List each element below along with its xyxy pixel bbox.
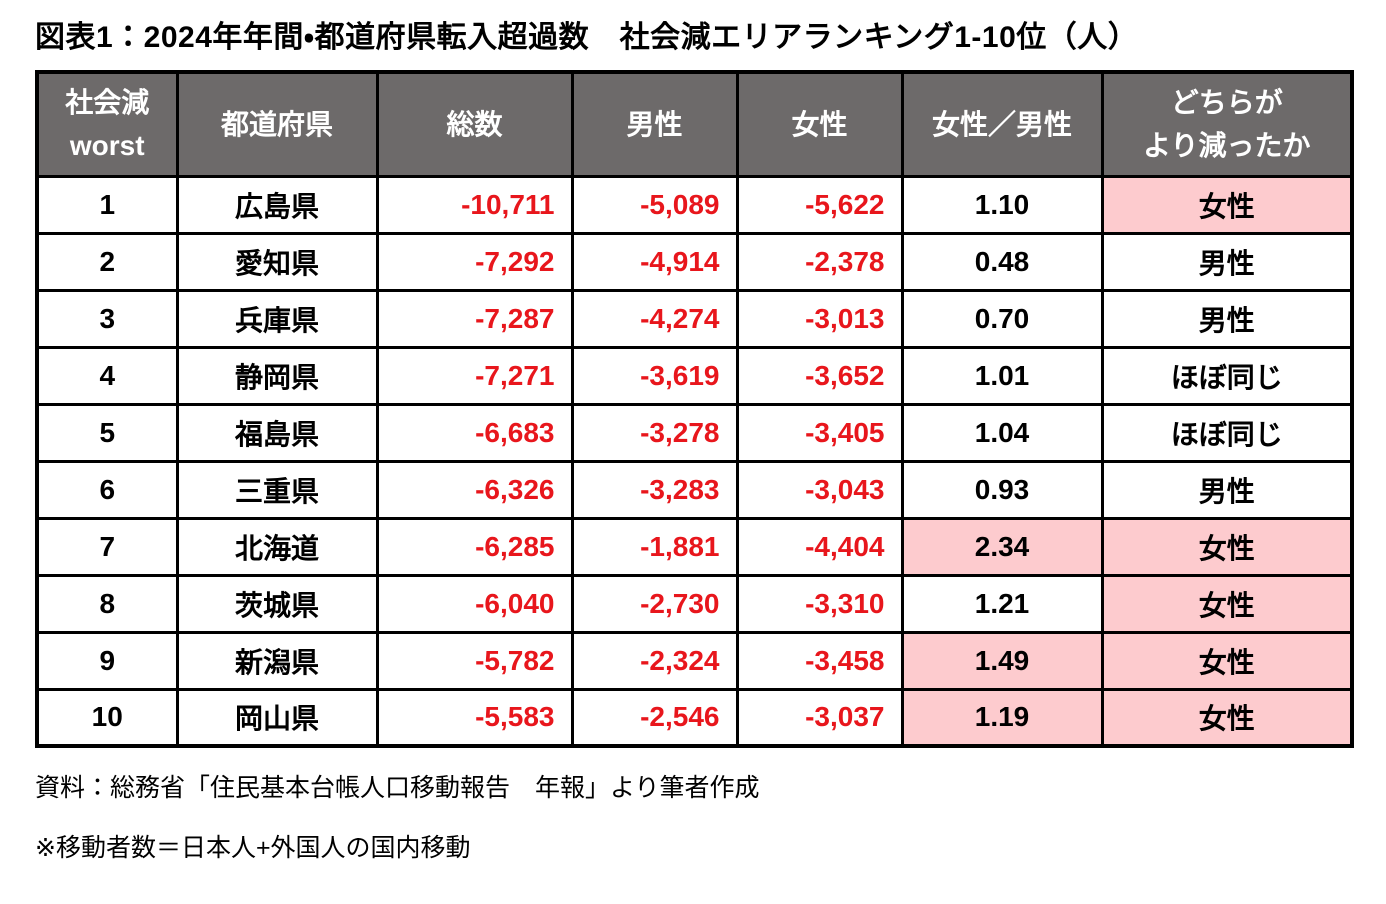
male-cell: -5,089	[570, 174, 739, 235]
header-row: 社会減 worst 都道府県 総数 男性 女性 女性／男性 どちらが より減ったか	[35, 70, 1354, 178]
female-cell: -3,652	[735, 345, 904, 406]
table-row: 8 茨城県 -6,040 -2,730 -3,310 1.21 女性	[35, 573, 1354, 634]
rank-cell: 10	[35, 687, 179, 748]
verdict-cell: 男性	[1100, 288, 1354, 349]
male-cell: -4,914	[570, 231, 739, 292]
total-cell: -10,711	[375, 174, 574, 235]
table-row: 5 福島県 -6,683 -3,278 -3,405 1.04 ほぼ同じ	[35, 402, 1354, 463]
verdict-cell: ほぼ同じ	[1100, 345, 1354, 406]
definition-note: ※移動者数＝日本人+外国人の国内移動	[35, 834, 471, 862]
ratio-cell: 1.04	[900, 402, 1104, 463]
ratio-cell: 0.93	[900, 459, 1104, 520]
rank-cell: 8	[35, 573, 179, 634]
column-header-6: どちらが より減ったか	[1100, 70, 1354, 178]
column-header-1: 都道府県	[175, 70, 379, 178]
female-cell: -3,013	[735, 288, 904, 349]
female-cell: -4,404	[735, 516, 904, 577]
rank-cell: 2	[35, 231, 179, 292]
female-cell: -5,622	[735, 174, 904, 235]
female-cell: -3,310	[735, 573, 904, 634]
male-cell: -3,619	[570, 345, 739, 406]
column-header-3: 男性	[570, 70, 739, 178]
verdict-cell: ほぼ同じ	[1100, 402, 1354, 463]
prefecture-cell: 北海道	[175, 516, 379, 577]
total-cell: -7,287	[375, 288, 574, 349]
prefecture-cell: 愛知県	[175, 231, 379, 292]
column-header-2: 総数	[375, 70, 574, 178]
rank-cell: 6	[35, 459, 179, 520]
prefecture-cell: 静岡県	[175, 345, 379, 406]
total-cell: -6,285	[375, 516, 574, 577]
ratio-cell: 0.48	[900, 231, 1104, 292]
male-cell: -2,324	[570, 630, 739, 691]
column-header-5: 女性／男性	[900, 70, 1104, 178]
ranking-table: 社会減 worst 都道府県 総数 男性 女性 女性／男性 どちらが より減ったか 1 広島県…	[35, 70, 1354, 748]
male-cell: -1,881	[570, 516, 739, 577]
ranking-table-body: 1 広島県 -10,711 -5,089 -5,622 1.10 女性 2 愛知県 -7,292-…	[35, 174, 1354, 748]
rank-cell: 1	[35, 174, 179, 235]
table-row: 2 愛知県 -7,292 -4,914 -2,378 0.48 男性	[35, 231, 1354, 292]
female-cell: -2,378	[735, 231, 904, 292]
total-cell: -5,583	[375, 687, 574, 748]
table-row: 1 広島県 -10,711 -5,089 -5,622 1.10 女性	[35, 174, 1354, 235]
total-cell: -6,040	[375, 573, 574, 634]
total-cell: -6,326	[375, 459, 574, 520]
male-cell: -3,283	[570, 459, 739, 520]
prefecture-cell: 岡山県	[175, 687, 379, 748]
table-row: 7 北海道 -6,285 -1,881 -4,404 2.34 女性	[35, 516, 1354, 577]
ratio-cell: 1.19	[900, 687, 1104, 748]
column-header-0: 社会減 worst	[35, 70, 179, 178]
ratio-cell: 1.01	[900, 345, 1104, 406]
table-row: 9 新潟県 -5,782 -2,324 -3,458 1.49 女性	[35, 630, 1354, 691]
footnotes: 資料：総務省「住民基本台帳人口移動報告 年報」より筆者作成 ※移動者数＝日本人+…	[35, 768, 1386, 864]
verdict-cell: 女性	[1100, 573, 1354, 634]
verdict-cell: 女性	[1100, 630, 1354, 691]
female-cell: -3,043	[735, 459, 904, 520]
figure-title: 図表1：2024年年間・都道府県転入超過数 社会減エリアランキング1-10位（人…	[35, 21, 1139, 54]
verdict-cell: 男性	[1100, 459, 1354, 520]
prefecture-cell: 三重県	[175, 459, 379, 520]
total-cell: -5,782	[375, 630, 574, 691]
rank-cell: 5	[35, 402, 179, 463]
ratio-cell: 0.70	[900, 288, 1104, 349]
total-cell: -7,271	[375, 345, 574, 406]
male-cell: -3,278	[570, 402, 739, 463]
rank-cell: 3	[35, 288, 179, 349]
rank-cell: 9	[35, 630, 179, 691]
table-row: 3 兵庫県 -7,287 -4,274 -3,013 0.70 男性	[35, 288, 1354, 349]
ratio-cell: 1.21	[900, 573, 1104, 634]
verdict-cell: 女性	[1100, 516, 1354, 577]
male-cell: -2,730	[570, 573, 739, 634]
female-cell: -3,037	[735, 687, 904, 748]
prefecture-cell: 広島県	[175, 174, 379, 235]
table-row: 10 岡山県 -5,583 -2,546 -3,037 1.19 女性	[35, 687, 1354, 748]
rank-cell: 7	[35, 516, 179, 577]
prefecture-cell: 新潟県	[175, 630, 379, 691]
prefecture-cell: 福島県	[175, 402, 379, 463]
verdict-cell: 女性	[1100, 174, 1354, 235]
ranking-table-header: 社会減 worst 都道府県 総数 男性 女性 女性／男性 どちらが より減ったか	[35, 70, 1354, 178]
total-cell: -7,292	[375, 231, 574, 292]
female-cell: -3,405	[735, 402, 904, 463]
verdict-cell: 男性	[1100, 231, 1354, 292]
female-cell: -3,458	[735, 630, 904, 691]
ratio-cell: 1.49	[900, 630, 1104, 691]
ratio-cell: 2.34	[900, 516, 1104, 577]
table-row: 4 静岡県 -7,271 -3,619 -3,652 1.01 ほぼ同じ	[35, 345, 1354, 406]
prefecture-cell: 兵庫県	[175, 288, 379, 349]
source-note: 資料：総務省「住民基本台帳人口移動報告 年報」より筆者作成	[35, 774, 760, 802]
male-cell: -2,546	[570, 687, 739, 748]
verdict-cell: 女性	[1100, 687, 1354, 748]
male-cell: -4,274	[570, 288, 739, 349]
table-row: 6 三重県 -6,326 -3,283 -3,043 0.93 男性	[35, 459, 1354, 520]
rank-cell: 4	[35, 345, 179, 406]
column-header-4: 女性	[735, 70, 904, 178]
ratio-cell: 1.10	[900, 174, 1104, 235]
total-cell: -6,683	[375, 402, 574, 463]
prefecture-cell: 茨城県	[175, 573, 379, 634]
